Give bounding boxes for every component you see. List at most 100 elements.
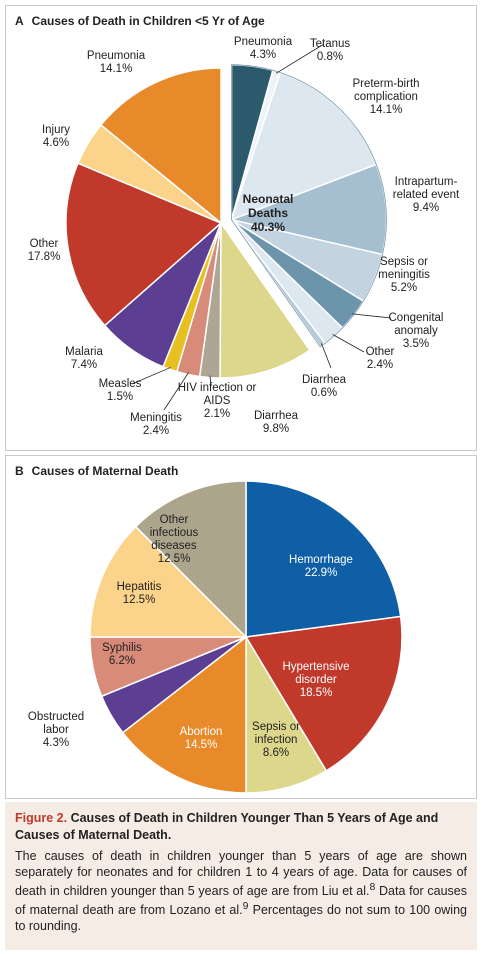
pie-slice xyxy=(65,162,223,327)
category-label: Sepsis or meningitis xyxy=(378,256,430,281)
panel-a: A Causes of Death in Children <5 Yr of Ag… xyxy=(5,5,477,451)
slice-label: Injury 4.6% xyxy=(31,124,81,150)
panel-letter: B xyxy=(15,464,24,478)
slice-label: Congenital anomaly 3.5% xyxy=(376,312,456,351)
value-label: 6.2% xyxy=(108,655,136,667)
slice-label: Hypertensive disorder 18.5% xyxy=(271,661,361,700)
caption-body: The causes of death in children younger … xyxy=(15,848,467,934)
value-label: 14.1% xyxy=(369,104,403,116)
category-label: Congenital anomaly xyxy=(388,312,444,337)
value-label: 9.4% xyxy=(412,202,440,214)
category-label: Intrapartum-related event xyxy=(392,176,460,201)
panel-title: A Causes of Death in Children <5 Yr of Ag… xyxy=(15,14,273,28)
value-label: 4.3% xyxy=(249,49,277,61)
leader-line xyxy=(209,375,212,387)
leader-line xyxy=(332,334,365,353)
caption-title: Causes of Death in Children Younger Than… xyxy=(15,811,439,842)
figure-label: Figure 2. xyxy=(15,811,68,825)
slice-label: Malaria 7.4% xyxy=(54,346,114,372)
slice-label: Intrapartum-related event 9.4% xyxy=(381,176,471,215)
leader-line xyxy=(163,372,189,411)
value-label: 4.3% xyxy=(42,737,70,749)
slice-label: Abortion 14.5% xyxy=(166,726,236,752)
category-label: Diarrhea xyxy=(253,410,299,422)
caption-text: Data for causes of maternal death are fr… xyxy=(15,884,467,918)
slice-label: Other infectious diseases 12.5% xyxy=(134,514,214,566)
value-label: 12.5% xyxy=(157,553,191,565)
leader-line xyxy=(131,367,171,385)
category-label: Malaria xyxy=(65,346,103,358)
value-label: 1.5% xyxy=(106,391,134,403)
slice-label: Obstructed labor 4.3% xyxy=(21,711,91,750)
slice-label: HIV infection or AIDS 2.1% xyxy=(177,382,257,421)
value-label: 12.5% xyxy=(122,594,156,606)
reference: 9 xyxy=(242,901,249,913)
value-label: 9.8% xyxy=(262,423,290,435)
category-label: Obstructed labor xyxy=(27,711,85,736)
leader-line xyxy=(321,343,332,369)
pie-b xyxy=(89,480,403,794)
category-label: Pneumonia xyxy=(86,50,146,62)
category-label: Preterm-birth complication xyxy=(352,78,420,103)
category-label: Hepatitis xyxy=(116,581,162,593)
annotation: Neonatal Deaths 40.3% xyxy=(242,192,294,234)
value-label: 2.4% xyxy=(142,425,170,437)
pie-slice xyxy=(245,480,402,638)
category-label: Other xyxy=(365,346,395,358)
value-label: 18.5% xyxy=(299,687,333,699)
group-outline xyxy=(231,64,387,348)
category-label: Hypertensive disorder xyxy=(282,661,350,686)
reference: 8 xyxy=(369,882,376,893)
slice-label: Sepsis or infection 8.6% xyxy=(246,721,306,760)
value-label: 5.2% xyxy=(390,282,418,294)
category-label: Other infectious diseases xyxy=(149,514,199,552)
category-label: Sepsis or infection xyxy=(252,721,300,746)
pie-slice xyxy=(99,67,222,225)
value-label: 0.8% xyxy=(316,51,344,63)
value-label: 14.1% xyxy=(99,63,133,75)
slice-label: Diarrhea 0.6% xyxy=(294,374,354,400)
pie-slice xyxy=(245,634,328,794)
category-label: Meningitis xyxy=(130,412,182,424)
leader-line xyxy=(352,313,392,319)
slice-label: Syphilis 6.2% xyxy=(92,642,152,668)
category-label: Syphilis xyxy=(102,642,142,654)
slice-label: Pneumonia 14.1% xyxy=(76,50,156,76)
slice-label: Preterm-birth complication 14.1% xyxy=(331,78,441,117)
chart-title: Causes of Maternal Death xyxy=(31,464,179,478)
slice-label: Other 2.4% xyxy=(355,346,405,372)
slice-label: Diarrhea 9.8% xyxy=(246,410,306,436)
panel-b: B Causes of Maternal Death Hemorrhage 22.9… xyxy=(5,455,477,799)
value-label: 2.4% xyxy=(366,359,394,371)
value-label: 2.1% xyxy=(203,408,231,420)
panel-letter: A xyxy=(15,14,24,28)
pie-a xyxy=(65,43,392,411)
value-label: 17.8% xyxy=(27,251,61,263)
leader-line xyxy=(275,43,325,74)
value-label: 3.5% xyxy=(402,338,430,350)
value-label: 4.6% xyxy=(42,137,70,149)
slice-label: Hepatitis 12.5% xyxy=(104,581,174,607)
category-label: Injury xyxy=(41,124,71,136)
value-label: 7.4% xyxy=(70,359,98,371)
chart-title: Causes of Death in Children <5 Yr of Age xyxy=(31,14,265,28)
pie-slice xyxy=(121,635,247,794)
slice-label: Sepsis or meningitis 5.2% xyxy=(364,256,444,295)
category-label: HIV infection or AIDS xyxy=(177,382,257,407)
pie-slice xyxy=(244,615,403,772)
caption-text: The causes of death in children younger … xyxy=(15,849,467,899)
pie-slice xyxy=(134,480,247,639)
category-label: Other xyxy=(29,238,59,250)
value-label: 14.5% xyxy=(184,739,218,751)
category-label: Pneumonia xyxy=(233,36,293,48)
caption-head: Figure 2. Causes of Death in Children Yo… xyxy=(15,810,467,844)
slice-label: Pneumonia 4.3% xyxy=(223,36,303,62)
slice-label: Measles 1.5% xyxy=(90,378,150,404)
pie-slice xyxy=(89,525,248,638)
slice-label: Tetanus 0.8% xyxy=(300,38,360,64)
category-label: Hemorrhage xyxy=(289,554,353,566)
slice-label: Meningitis 2.4% xyxy=(121,412,191,438)
slice-label: Hemorrhage 22.9% xyxy=(276,554,366,580)
pie-slice xyxy=(219,220,311,379)
